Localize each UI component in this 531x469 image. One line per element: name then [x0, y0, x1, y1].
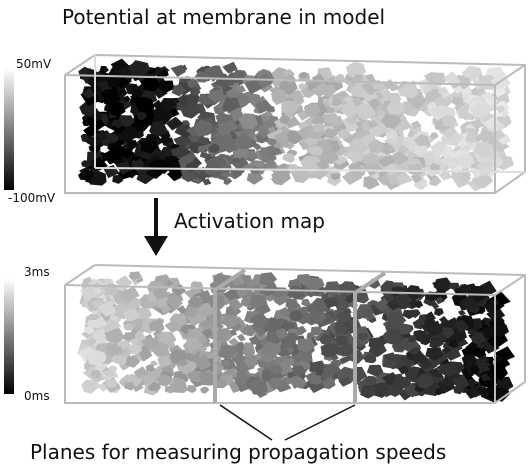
tissue-cell	[124, 383, 135, 391]
tissue-cell	[186, 385, 196, 393]
page: Potential at membrane in model 50mV -100…	[0, 0, 531, 469]
tissue-cell	[200, 386, 209, 393]
tissue-cell	[146, 364, 155, 371]
tissue-cell	[458, 310, 466, 316]
tissue-cell	[81, 380, 100, 394]
pointer-lines	[220, 405, 355, 440]
potential-scale-min: -100mV	[8, 191, 56, 205]
activation-scale-min: 0ms	[24, 389, 50, 403]
tissue-cell	[275, 297, 287, 306]
figure-title: Potential at membrane in model	[62, 5, 385, 29]
tissue-cell	[137, 308, 152, 321]
caption: Planes for measuring propagation speeds	[30, 440, 446, 464]
arrow-label: Activation map	[174, 209, 325, 233]
tissue-cell	[434, 308, 444, 316]
down-arrow	[144, 198, 168, 256]
activation-colorbar	[4, 278, 14, 394]
activation-scale-max: 3ms	[24, 265, 50, 279]
potential-colorbar	[4, 68, 14, 190]
figure: Potential at membrane in model 50mV -100…	[0, 0, 531, 469]
potential-scale-max: 50mV	[16, 57, 52, 71]
